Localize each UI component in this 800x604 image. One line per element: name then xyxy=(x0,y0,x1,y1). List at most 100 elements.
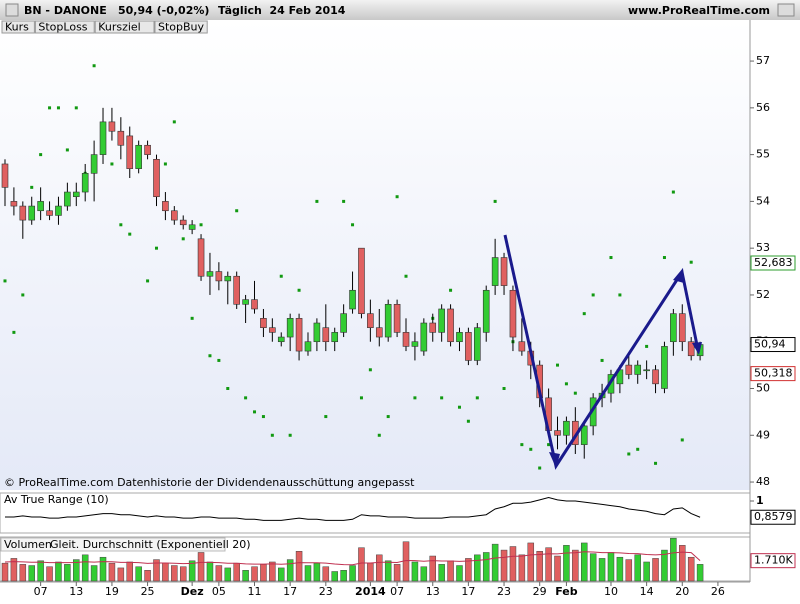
menu-icon[interactable] xyxy=(5,3,19,17)
arrow-head xyxy=(692,342,702,355)
target-dot xyxy=(493,199,497,203)
footer-note: © ProRealTime.com Datenhistorie der Divi… xyxy=(4,476,415,489)
target-dot xyxy=(475,396,479,400)
ema-line xyxy=(4,551,701,566)
volume-bar xyxy=(384,560,392,582)
volume-bar xyxy=(224,567,232,582)
target-dot xyxy=(547,443,551,447)
volume-bar xyxy=(188,560,196,582)
target-dot xyxy=(324,415,328,419)
volume-bar xyxy=(598,558,606,582)
volume-bar xyxy=(456,565,463,582)
candle-body xyxy=(242,299,249,305)
target-dot xyxy=(119,223,123,227)
target-dot xyxy=(92,64,96,68)
target-dot xyxy=(538,466,542,470)
target-dot xyxy=(226,386,230,390)
candle-body xyxy=(429,322,437,333)
x-tick-label: 19 xyxy=(105,585,119,598)
atr-line xyxy=(4,497,701,521)
volume-bar xyxy=(491,543,499,582)
volume-bar xyxy=(295,551,303,582)
candle-body xyxy=(367,313,374,328)
target-dot xyxy=(662,256,666,260)
x-tick-label: 10 xyxy=(604,585,618,598)
x-tick-label: Dez xyxy=(181,585,204,598)
volume-bar xyxy=(10,558,18,582)
target-dot xyxy=(65,148,69,152)
target-dot xyxy=(529,447,533,451)
volume-bar xyxy=(376,554,383,582)
target-dot xyxy=(440,396,444,400)
target-dot xyxy=(609,256,613,260)
candle-body xyxy=(277,336,285,343)
volume-bar xyxy=(215,565,223,582)
candle-body xyxy=(19,205,27,221)
candle-body xyxy=(340,313,347,333)
y-tick-label: 1 xyxy=(756,494,764,507)
x-tick-label: 07 xyxy=(34,585,48,598)
volume-bar xyxy=(661,549,668,582)
legend-button[interactable] xyxy=(1,20,35,34)
price-marker-label: 52,683 xyxy=(754,256,793,269)
target-dot xyxy=(680,438,684,442)
volume-bar xyxy=(19,564,27,582)
candle-body xyxy=(465,332,472,361)
price-marker-label: 50,94 xyxy=(754,338,786,351)
volume-bar xyxy=(349,565,356,582)
volume-bar xyxy=(64,564,71,582)
volume-bar xyxy=(81,554,89,582)
target-dot xyxy=(395,195,399,199)
site: www.ProRealTime.com xyxy=(628,4,770,17)
target-dot xyxy=(279,274,283,278)
candle-body xyxy=(580,425,588,445)
candle-body xyxy=(99,121,107,155)
target-dot xyxy=(591,293,595,297)
target-dot xyxy=(404,274,408,278)
indicator-marker-label: 0,8579 xyxy=(754,510,793,523)
target-dot xyxy=(235,209,239,213)
x-tick-label: 11 xyxy=(248,585,262,598)
x-tick-label: 20 xyxy=(675,585,689,598)
target-dot xyxy=(502,386,506,390)
window-button[interactable] xyxy=(777,3,795,17)
candle-body xyxy=(64,191,71,207)
target-dot xyxy=(199,223,203,227)
price-marker xyxy=(750,337,796,353)
volume-bar xyxy=(625,559,633,582)
legend-button[interactable] xyxy=(154,20,208,34)
volume-bar xyxy=(269,561,276,582)
volume-bar xyxy=(616,556,624,582)
target-dot xyxy=(172,120,176,124)
target-dot xyxy=(181,237,185,241)
trend-arrow xyxy=(503,234,700,470)
target-dot xyxy=(110,162,114,166)
price-marker xyxy=(750,366,796,382)
period: Täglich 24 Feb 2014 xyxy=(218,4,346,17)
target-dot xyxy=(297,288,301,292)
legend-button[interactable] xyxy=(94,20,155,34)
volume-bar xyxy=(527,542,535,582)
volume-bar xyxy=(509,546,517,582)
target-dot xyxy=(3,279,7,283)
candle-body xyxy=(215,271,223,282)
target-dot xyxy=(520,443,524,447)
volume-bar xyxy=(438,564,445,582)
candle-body xyxy=(304,341,312,352)
target-dot xyxy=(413,396,417,400)
legend-label: Kurs xyxy=(5,21,29,34)
candle-body xyxy=(491,257,499,286)
legend-label: Kursziel xyxy=(98,21,141,34)
atr-panel xyxy=(0,492,751,534)
volume-bar xyxy=(233,562,240,582)
volume-bar xyxy=(28,565,35,582)
volume-bar xyxy=(545,547,552,582)
target-dot xyxy=(315,199,319,203)
candle-body xyxy=(652,369,659,385)
target-dot xyxy=(244,396,248,400)
legend-button[interactable] xyxy=(34,20,95,34)
quote: 50,94 (-0,02%) xyxy=(118,4,209,17)
indicator-title: Av True Range (10) xyxy=(4,493,109,506)
candle-body xyxy=(474,327,481,361)
